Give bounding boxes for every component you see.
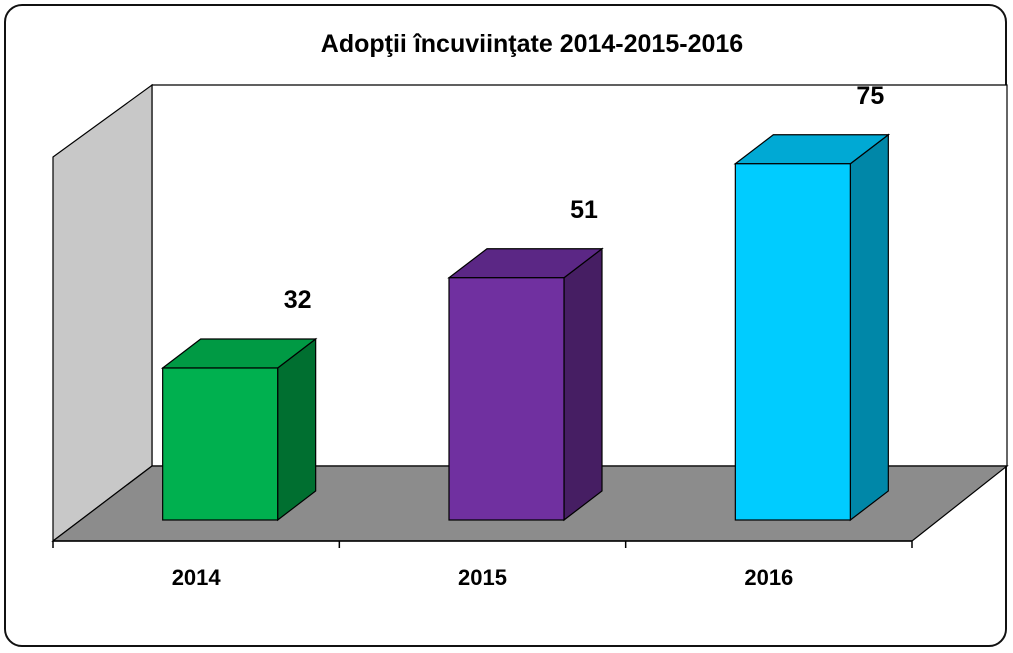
data-label-2015: 51: [570, 196, 598, 224]
bar-side-2015: [563, 247, 603, 522]
bar-front-2015: [448, 277, 565, 521]
bar-side-2016: [849, 133, 889, 522]
bar-side-2014: [277, 337, 317, 522]
bar-2016: [733, 133, 891, 522]
chart-title: Adopţii încuviinţate 2014-2015-2016: [321, 30, 743, 58]
x-axis-ticks: [52, 541, 913, 548]
x-tick-labels-group: 2014 2015 2016: [172, 565, 794, 590]
data-label-2016: 75: [856, 82, 884, 110]
bars-group: [160, 133, 891, 522]
x-tick-label-2014: 2014: [172, 565, 222, 590]
chart-side-wall: [52, 83, 153, 543]
bar-front-2016: [734, 163, 851, 521]
data-labels-group: 32 51 75: [284, 82, 885, 314]
data-label-2014: 32: [284, 286, 312, 314]
bar-2014: [160, 337, 318, 522]
bar-front-2014: [162, 367, 279, 521]
x-tick-label-2015: 2015: [458, 565, 507, 590]
x-tick-label-2016: 2016: [744, 565, 793, 590]
bar-2015: [447, 247, 604, 522]
